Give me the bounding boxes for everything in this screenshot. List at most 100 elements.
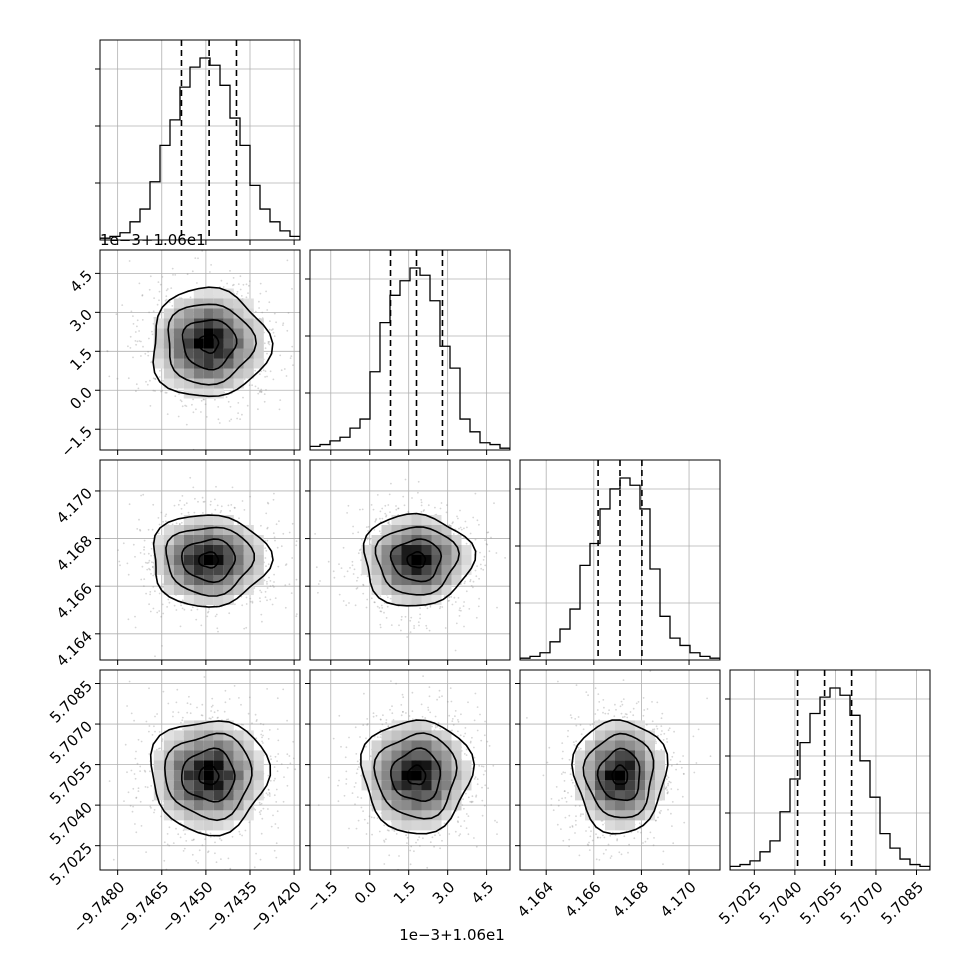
- y-tick-label: 5.7055: [46, 758, 96, 808]
- scatter-point: [185, 502, 188, 505]
- scatter-point: [129, 804, 132, 807]
- scatter-point: [420, 501, 423, 504]
- density-cell: [213, 720, 224, 731]
- scatter-point: [480, 567, 483, 570]
- density-cell: [153, 358, 164, 369]
- density-cell: [203, 595, 214, 605]
- scatter-point: [150, 807, 152, 809]
- density-cell: [173, 368, 184, 379]
- scatter-point: [450, 700, 453, 703]
- scatter-point: [260, 809, 262, 812]
- scatter-point: [273, 766, 276, 768]
- density-cell: [223, 535, 234, 545]
- scatter-point: [275, 321, 277, 324]
- scatter-point: [185, 405, 188, 407]
- scatter-point: [463, 820, 466, 822]
- scatter-point: [153, 725, 155, 728]
- density-cell: [233, 318, 244, 329]
- scatter-point: [449, 687, 452, 689]
- scatter-point: [354, 726, 357, 729]
- scatter-point: [402, 711, 404, 713]
- scatter-point: [409, 849, 412, 852]
- scatter-point: [387, 522, 390, 525]
- density-cell: [163, 358, 174, 369]
- scatter-point: [197, 862, 200, 864]
- density-cell: [253, 780, 264, 791]
- scatter-point: [404, 478, 407, 481]
- density-cell: [203, 545, 214, 555]
- scatter-point: [200, 714, 203, 717]
- scatter-point: [486, 531, 489, 534]
- scatter-point: [464, 520, 467, 523]
- scatter-point: [495, 552, 498, 554]
- scatter-point: [459, 607, 461, 609]
- scatter-point: [267, 341, 270, 343]
- scatter-point: [136, 319, 139, 322]
- scatter-point: [168, 844, 171, 847]
- density-cell: [451, 565, 462, 575]
- density-cell: [441, 525, 452, 535]
- density-cell: [153, 780, 164, 791]
- scatter-point: [481, 786, 483, 789]
- density-cell: [213, 328, 224, 339]
- scatter-point: [210, 264, 213, 266]
- scatter-point: [174, 274, 177, 276]
- scatter-point: [431, 725, 433, 728]
- density-cell: [183, 595, 194, 605]
- density-cell: [173, 585, 184, 595]
- scatter-point: [180, 604, 183, 607]
- scatter-point: [264, 376, 266, 378]
- scatter-point: [243, 509, 246, 511]
- scatter-point: [367, 525, 370, 528]
- scatter-point: [267, 738, 270, 740]
- scatter-point: [186, 702, 189, 705]
- scatter-point: [443, 595, 446, 598]
- scatter-point: [138, 340, 141, 342]
- scatter-point: [135, 383, 138, 386]
- scatter-point: [455, 622, 458, 625]
- scatter-point: [266, 375, 268, 378]
- contour-3: [198, 764, 220, 786]
- scatter-point: [154, 378, 157, 381]
- scatter-point: [379, 736, 382, 738]
- scatter-point: [325, 557, 327, 559]
- scatter-point: [127, 377, 130, 380]
- scatter-point: [366, 536, 369, 539]
- scatter-point: [356, 587, 359, 589]
- scatter-point: [179, 625, 182, 628]
- scatter-point: [276, 810, 279, 813]
- density-cell: [233, 378, 244, 389]
- scatter-point: [361, 508, 364, 511]
- scatter-point: [135, 797, 138, 799]
- scatter-point: [470, 800, 473, 803]
- density-cell: [213, 318, 224, 329]
- scatter-point: [211, 697, 214, 700]
- density-cell: [213, 298, 224, 309]
- density-cell: [243, 545, 254, 555]
- density-cell: [223, 328, 234, 339]
- density-cell: [243, 298, 254, 309]
- scatter-point: [229, 270, 231, 272]
- density-cell: [401, 525, 412, 535]
- scatter-point: [211, 512, 213, 515]
- scatter-point: [201, 844, 204, 847]
- scatter-point: [117, 549, 119, 551]
- scatter-point: [214, 841, 216, 844]
- scatter-point: [239, 275, 242, 278]
- scatter-point: [373, 528, 376, 531]
- density-cell: [193, 740, 204, 751]
- scatter-point: [229, 510, 232, 512]
- density-cell: [183, 348, 194, 359]
- scatter-point: [245, 296, 248, 299]
- density-cell: [163, 770, 174, 781]
- scatter-point: [482, 568, 485, 571]
- panel-1-0: −1.50.01.53.04.5: [58, 249, 301, 461]
- scatter-point: [240, 723, 243, 726]
- density-cell: [213, 368, 224, 379]
- scatter-point: [338, 714, 341, 717]
- density-cell: [243, 585, 254, 595]
- scatter-point: [446, 504, 448, 506]
- panel-0-0: [95, 39, 301, 245]
- scatter-point: [369, 755, 372, 758]
- scatter-point: [192, 486, 195, 489]
